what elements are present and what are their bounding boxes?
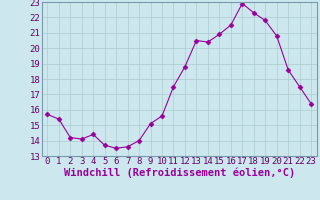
X-axis label: Windchill (Refroidissement éolien,°C): Windchill (Refroidissement éolien,°C) (64, 168, 295, 178)
